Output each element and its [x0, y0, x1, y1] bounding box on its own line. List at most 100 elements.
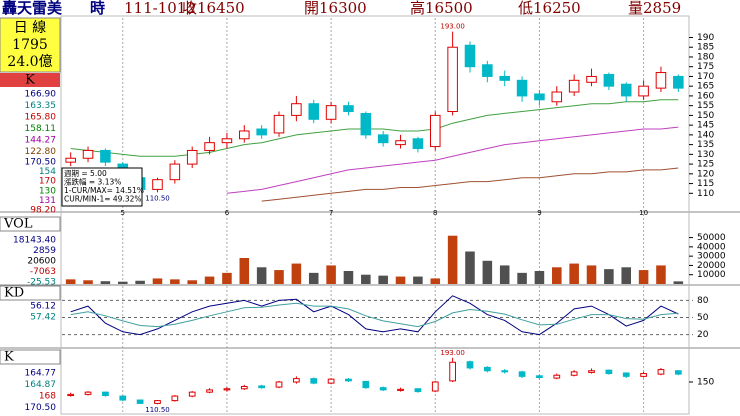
candle-body	[169, 163, 181, 181]
candle-body	[516, 79, 528, 97]
candle-body	[256, 128, 267, 136]
candle-body	[534, 93, 545, 101]
low-price: 低16250	[518, 0, 581, 17]
candle-body	[673, 75, 684, 89]
candle-body	[657, 369, 665, 375]
y-tick-label: 180	[697, 52, 714, 62]
period: 日 線	[14, 20, 46, 36]
volume-bar	[517, 272, 527, 284]
candle-body	[188, 391, 196, 397]
side-value: 57.42	[30, 313, 56, 323]
candle-body	[395, 140, 406, 146]
candle-body	[412, 138, 424, 150]
volume-bar	[586, 265, 597, 284]
high-price: 高16500	[410, 0, 473, 17]
candle-body	[325, 105, 337, 120]
month-label: 8	[433, 209, 437, 217]
volume-bar	[308, 272, 319, 284]
candle-body	[327, 378, 335, 384]
y-tick-label: 150	[697, 111, 714, 121]
mini-label-box	[0, 349, 61, 365]
volume-bar	[447, 235, 458, 284]
candle-body	[449, 361, 456, 382]
candle-body	[67, 393, 75, 397]
candle-body	[360, 112, 372, 136]
candle-body	[536, 375, 543, 378]
y-tick-label: 145	[697, 121, 714, 131]
y-tick-label: 40000	[697, 242, 726, 252]
volume-bar	[361, 274, 371, 284]
candle-body	[397, 388, 404, 391]
volume-bar	[256, 267, 267, 284]
candle-body	[466, 361, 474, 369]
candle-body	[293, 378, 300, 383]
k-label-box	[0, 73, 60, 87]
y-tick-label: 10000	[697, 270, 726, 280]
month-label: 5	[121, 209, 125, 217]
volume-bar	[291, 263, 302, 284]
candle-body	[100, 149, 111, 163]
candle-body	[551, 91, 563, 103]
volume-bar	[465, 251, 475, 284]
side-value: 154	[39, 167, 56, 177]
y-tick-label: 135	[697, 140, 714, 150]
candle-body	[171, 395, 179, 402]
candle-body	[674, 370, 682, 375]
volume-bar	[343, 271, 354, 284]
candle-body	[343, 105, 354, 112]
candle-body	[204, 142, 215, 151]
volume: 量2859	[628, 0, 681, 17]
high-label: 193.00	[440, 349, 465, 357]
y-tick-label: 170	[697, 72, 714, 82]
month-label: 7	[329, 209, 333, 217]
volume-bar	[395, 276, 406, 284]
candle-body	[622, 372, 630, 377]
candle-body	[620, 83, 632, 97]
code: 1795	[12, 37, 48, 53]
volume-bar	[170, 279, 180, 284]
volume-bar	[274, 270, 284, 284]
y-tick-label: 120	[697, 169, 714, 179]
side-value: 131	[39, 196, 56, 206]
y-tick-label: 155	[697, 101, 714, 111]
candle-body	[258, 385, 266, 389]
candle-body	[570, 371, 578, 376]
low-label: 110.50	[145, 406, 170, 414]
candle-body	[310, 378, 318, 384]
vol-label: VOL	[3, 217, 33, 232]
volume-bar	[656, 265, 666, 284]
info-box	[0, 17, 61, 73]
candle-body	[273, 114, 285, 134]
side-value: 98.20	[30, 206, 56, 216]
volume-bar	[499, 265, 510, 284]
y-tick-label: 50000	[697, 233, 726, 243]
line-series	[261, 167, 679, 202]
side-value: 163.35	[25, 101, 57, 111]
candle-body	[501, 370, 509, 373]
volume-bar	[430, 278, 441, 284]
candle-body	[638, 85, 649, 97]
side-value: 18143.40	[13, 236, 56, 246]
volume-bar	[569, 263, 579, 284]
volume-bar	[65, 279, 76, 284]
volume-bar	[604, 269, 614, 284]
volume-bar	[222, 272, 232, 284]
candle-body	[588, 370, 595, 373]
stock-name: 轟天雷美	[2, 0, 63, 17]
candle-body	[518, 371, 526, 377]
info-text: CUR/MIN-1= 49.32%	[64, 195, 142, 204]
candle-body	[84, 391, 92, 395]
y-tick-label: 160	[697, 91, 714, 101]
line-series	[70, 295, 679, 336]
side-value: 144.27	[25, 136, 57, 146]
side-value: 158.11	[25, 124, 57, 134]
side-value: 170.50	[25, 403, 57, 413]
y-tick-label: 20000	[697, 261, 726, 271]
volume-bar	[135, 280, 145, 284]
month-label: 9	[537, 209, 541, 217]
high-label: 193.00	[440, 23, 465, 31]
vol-label-box	[0, 216, 61, 232]
volume-bar	[378, 275, 388, 284]
